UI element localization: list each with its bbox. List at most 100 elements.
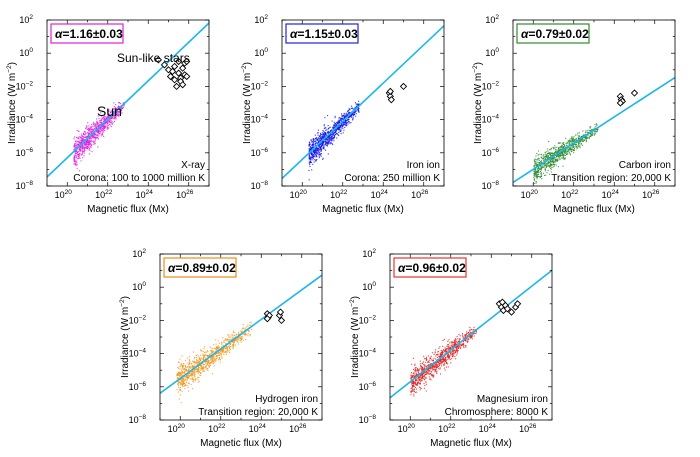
sun-point — [582, 138, 584, 140]
star-marker — [170, 62, 179, 71]
sun-point — [107, 114, 109, 116]
sun-point — [428, 371, 430, 373]
sun-point — [111, 117, 113, 119]
sun-point — [219, 361, 221, 363]
sun-point — [557, 166, 559, 168]
sun-point — [579, 145, 581, 147]
y-tick-label: 100 — [132, 281, 146, 292]
sun-point — [178, 361, 180, 363]
sun-point — [578, 145, 580, 147]
sun-point — [339, 126, 341, 128]
sun-point — [179, 373, 181, 375]
sun-point — [316, 149, 319, 151]
sun-point — [355, 103, 357, 105]
sun-point — [188, 364, 190, 366]
sun-point — [234, 336, 236, 339]
sun-point — [580, 143, 582, 145]
sun-point — [562, 150, 564, 152]
sun-point — [108, 109, 110, 111]
sun-point — [430, 355, 432, 357]
sun-point — [472, 329, 475, 331]
sun-point — [411, 375, 413, 377]
sun-point — [448, 344, 450, 346]
sun-point — [110, 112, 112, 114]
sun-point — [100, 121, 102, 123]
sun-point — [590, 133, 592, 135]
sun-point — [77, 157, 80, 160]
sun-point — [106, 128, 108, 130]
sun-point — [328, 138, 330, 140]
sun-point — [102, 134, 104, 136]
sun-point — [104, 118, 107, 120]
sun-point — [76, 164, 78, 166]
sun-point — [92, 140, 94, 142]
sun-point — [100, 118, 102, 120]
sun-point — [550, 171, 552, 173]
sun-point — [312, 146, 314, 148]
sun-point — [181, 381, 183, 384]
sun-point — [459, 346, 461, 348]
sun-point — [226, 339, 228, 341]
sun-point — [311, 156, 313, 159]
sun-point — [189, 372, 191, 374]
sun-point — [539, 167, 541, 169]
sun-point — [179, 358, 181, 360]
sun-point — [419, 376, 422, 378]
sun-point — [194, 371, 196, 373]
x-tick-label: 1024 — [136, 189, 154, 200]
sun-point — [348, 118, 350, 120]
sun-point — [592, 132, 594, 134]
sun-point — [411, 381, 413, 383]
sun-point — [319, 143, 321, 145]
sun-point — [82, 135, 84, 138]
sun-point — [189, 362, 191, 364]
sun-point — [200, 366, 203, 368]
sun-point — [323, 143, 325, 145]
sun-point — [78, 130, 80, 133]
sun-point — [341, 127, 343, 129]
sun-point — [427, 372, 429, 374]
sun-point — [88, 125, 90, 127]
sun-point — [571, 150, 573, 153]
sun-point — [191, 378, 193, 380]
sun-point — [84, 139, 86, 141]
sun-point — [438, 362, 440, 364]
sun-point — [416, 370, 418, 372]
sun-point — [197, 369, 199, 372]
sun-point — [471, 329, 473, 331]
sun-point — [557, 159, 559, 161]
sun-point — [226, 348, 228, 350]
sun-point — [102, 129, 104, 132]
sun-point — [344, 120, 346, 122]
sun-point — [321, 136, 323, 138]
sun-point — [311, 159, 313, 161]
sun-point — [575, 146, 577, 148]
sun-point — [548, 164, 550, 166]
sun-point — [445, 349, 447, 351]
sun-point — [308, 158, 310, 160]
sun-point — [311, 141, 313, 143]
sun-point — [73, 159, 75, 161]
sun-point — [333, 127, 335, 129]
sun-point — [74, 163, 76, 165]
sun-point — [108, 113, 111, 115]
sun-point — [414, 364, 416, 366]
sun-point — [538, 159, 540, 161]
sun-point — [547, 165, 549, 167]
sun-point — [222, 348, 224, 350]
sun-point — [108, 119, 110, 121]
sun-point — [589, 127, 591, 129]
sun-point — [426, 371, 428, 373]
sun-point — [98, 135, 100, 137]
sun-point — [320, 154, 322, 156]
sun-point — [431, 364, 434, 366]
sun-point — [469, 332, 472, 334]
sun-point — [449, 356, 451, 358]
sun-point — [315, 154, 317, 156]
sun-point — [309, 149, 311, 151]
sun-point — [90, 130, 92, 132]
sun-point — [536, 165, 538, 167]
sun-point — [462, 341, 464, 343]
sun-point — [227, 350, 229, 352]
sun-point — [210, 353, 212, 355]
